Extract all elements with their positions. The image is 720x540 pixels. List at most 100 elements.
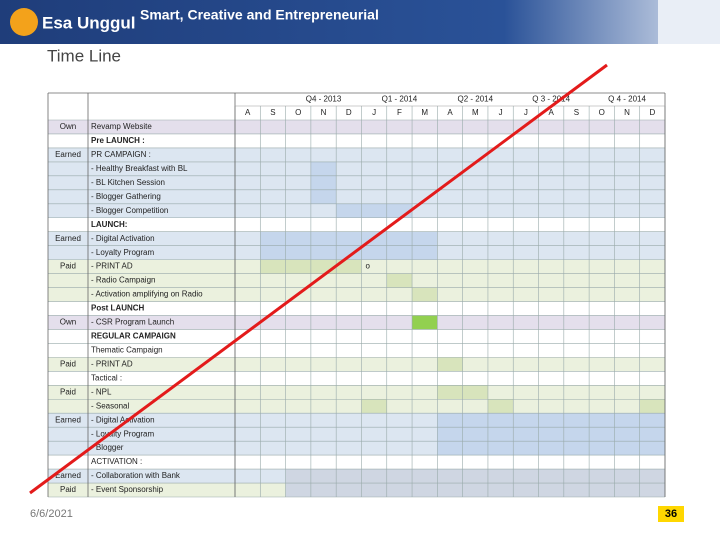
schedule-cell (487, 399, 514, 414)
channel-label: Paid (60, 262, 76, 271)
activity-label: - Digital Activation (91, 234, 155, 243)
activity-label: Tactical : (91, 373, 122, 382)
schedule-cell (336, 203, 413, 218)
month-label: O (295, 108, 301, 117)
activity-label: Revamp Website (91, 122, 152, 131)
activity-label: - Seasonal (91, 401, 129, 410)
quarter-label: Q 4 - 2014 (608, 95, 646, 104)
activity-label: - Event Sponsorship (91, 485, 164, 494)
activity-label: - PRINT AD (91, 262, 133, 271)
schedule-cell (437, 441, 665, 456)
month-label: J (372, 108, 376, 117)
schedule-cell (310, 175, 337, 190)
slide-title: Time Line (47, 46, 121, 65)
channel-band (48, 273, 665, 288)
channel-band (48, 189, 665, 204)
schedule-cell (310, 161, 337, 176)
month-label: A (447, 108, 453, 117)
schedule-cell (437, 427, 665, 442)
month-label: F (397, 108, 402, 117)
schedule-cell (285, 469, 665, 484)
schedule-cell (310, 189, 337, 204)
activity-label: ACTIVATION : (91, 457, 142, 466)
month-label: A (549, 108, 555, 117)
month-label: J (499, 108, 503, 117)
brand: Esa Unggul (42, 13, 136, 32)
channel-label: Paid (60, 387, 76, 396)
quarter-label: Q2 - 2014 (458, 95, 494, 104)
activity-label: - Digital Activation (91, 415, 155, 424)
activity-label: - Collaboration with Bank (91, 471, 181, 480)
month-label: J (524, 108, 528, 117)
footer-date: 6/6/2021 (30, 508, 73, 520)
diagonal-line (29, 63, 608, 495)
channel-label: Earned (55, 150, 81, 159)
activity-label: - BL Kitchen Session (91, 178, 165, 187)
activity-label: - Loyalty Program (91, 248, 154, 257)
month-label: D (649, 108, 655, 117)
schedule-cell (285, 483, 665, 497)
schedule-cell (639, 399, 665, 414)
month-label: S (270, 108, 275, 117)
activity-label: - CSR Program Launch (91, 318, 174, 327)
channel-band (48, 161, 665, 176)
channel-label: Own (60, 122, 76, 131)
activity-label: LAUNCH: (91, 220, 127, 229)
channel-band (48, 287, 665, 302)
month-label: O (599, 108, 605, 117)
month-label: S (574, 108, 579, 117)
activity-label: - Radio Campaign (91, 276, 155, 285)
schedule-cell (260, 245, 438, 260)
schedule-cell (412, 287, 438, 302)
schedule-cell (412, 315, 438, 330)
channel-band (48, 147, 665, 162)
activity-label: - Blogger Gathering (91, 192, 161, 201)
page-number: 36 (665, 508, 677, 520)
schedule-cell (260, 231, 438, 246)
channel-label: Earned (55, 471, 81, 480)
schedule-cell (437, 413, 665, 428)
header-bar (0, 0, 720, 44)
activity-label: PR CAMPAIGN : (91, 150, 151, 159)
activity-label: - Blogger Competition (91, 206, 168, 215)
month-label: N (321, 108, 327, 117)
activity-label: REGULAR CAMPAIGN (91, 332, 176, 341)
activity-label: Pre LAUNCH : (91, 136, 145, 145)
month-label: N (624, 108, 630, 117)
page-badge (658, 506, 684, 522)
timeline-table: Q4 - 2013 Q1 - 2014 Q2 - 2014 Q 3 - 2014 Q 4… (47, 92, 666, 498)
quarter-label: Q1 - 2014 (382, 95, 418, 104)
month-label: A (245, 108, 251, 117)
channel-band (48, 357, 665, 372)
activity-label: - NPL (91, 387, 112, 396)
marker: o (365, 262, 370, 271)
quarter-label: Q 3 - 2014 (532, 95, 570, 104)
activity-label: Post LAUNCH (91, 304, 145, 313)
channel-band (48, 315, 665, 330)
header-end (658, 0, 720, 44)
quarter-label: Q4 - 2013 (306, 95, 342, 104)
channel-band (48, 175, 665, 190)
schedule-cell (361, 399, 387, 414)
activity-label: - Blogger (91, 443, 124, 452)
schedule-cell (437, 357, 463, 372)
channel-label: Own (60, 318, 76, 327)
tagline: Smart, Creative and Entrepreneurial (140, 7, 379, 23)
channel-label: Paid (60, 359, 76, 368)
activity-label: - Loyalty Program (91, 429, 154, 438)
channel-label: Paid (60, 485, 76, 494)
schedule-cell (386, 273, 413, 288)
activity-label: - PRINT AD (91, 359, 133, 368)
channel-band (48, 120, 665, 134)
channel-label: Earned (55, 415, 81, 424)
logo (10, 8, 38, 36)
month-label: M (472, 108, 479, 117)
month-label: M (421, 108, 428, 117)
channel-band (48, 385, 665, 400)
activity-label: - Activation amplifying on Radio (91, 290, 203, 299)
month-label: D (346, 108, 352, 117)
activity-label: Thematic Campaign (91, 345, 163, 354)
activity-label: - Healthy Breakfast with BL (91, 164, 188, 173)
